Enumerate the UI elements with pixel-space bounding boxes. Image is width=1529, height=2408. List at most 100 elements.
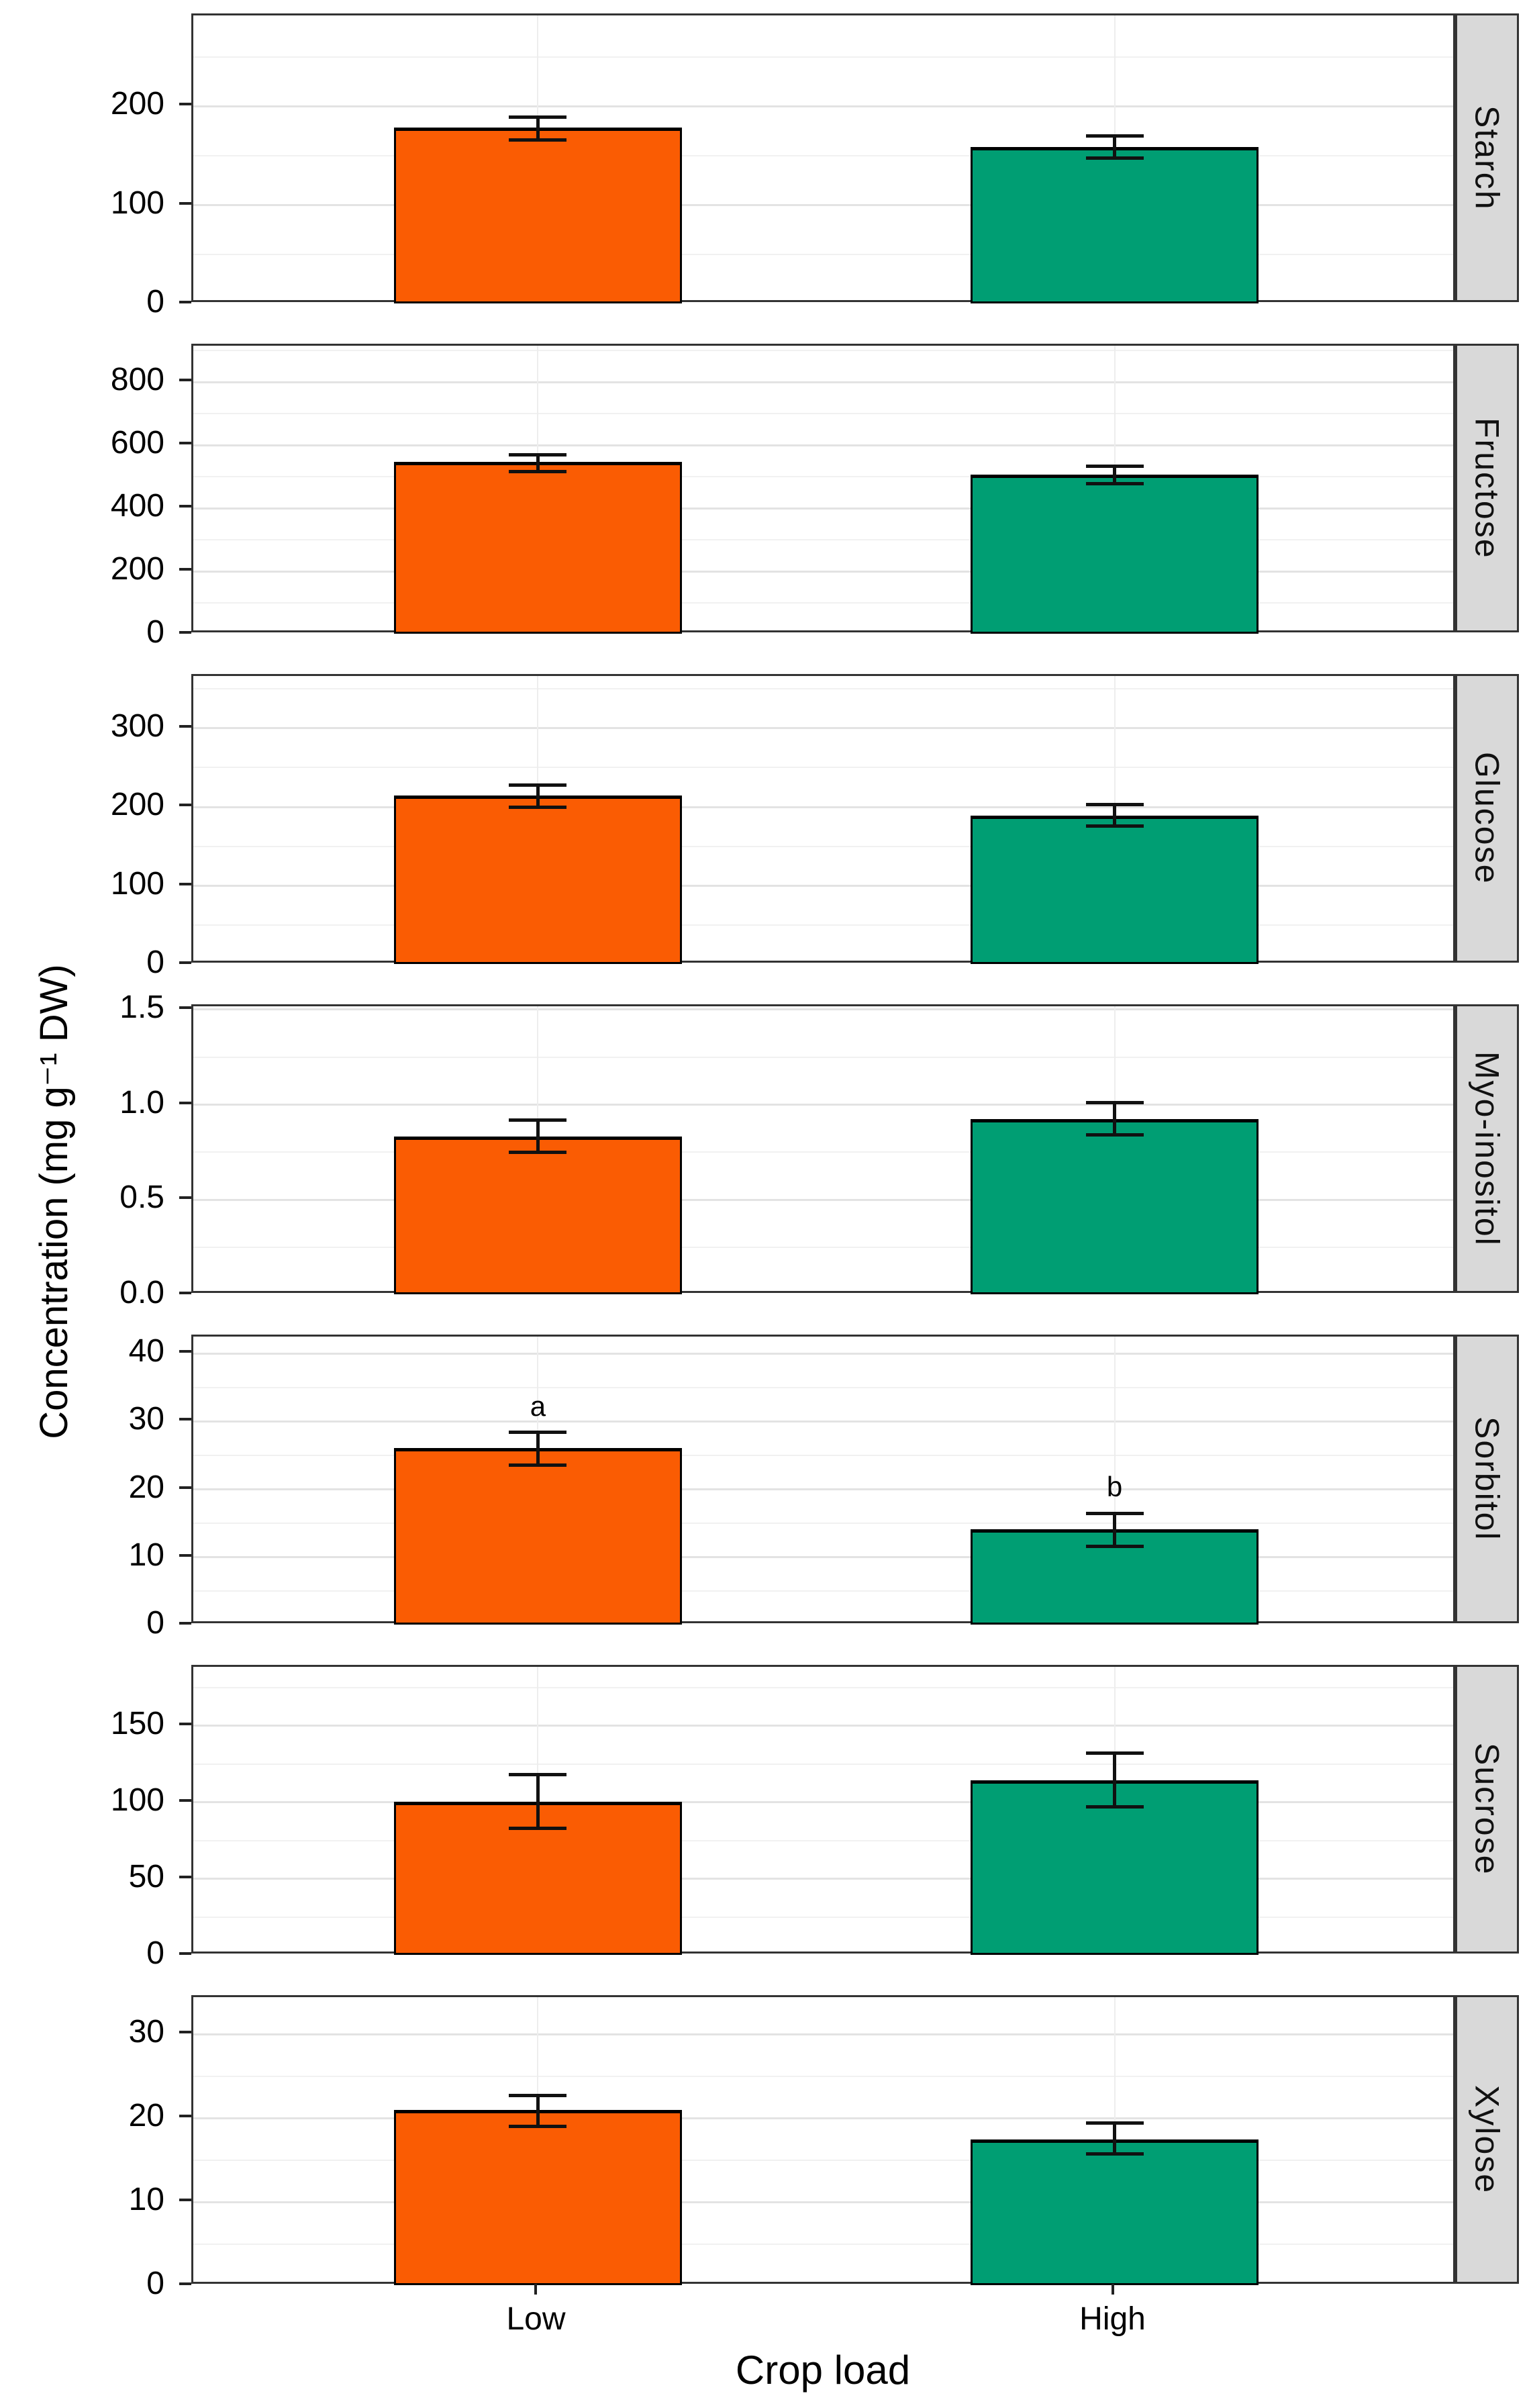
y-tick-mark	[179, 1418, 191, 1421]
bar-low	[394, 1137, 682, 1294]
x-tick-label: Low	[506, 2301, 566, 2337]
facet-panel	[191, 1004, 1455, 1294]
error-bar-cap-bottom	[509, 1150, 567, 1154]
error-bar-cap-bottom	[1085, 1133, 1144, 1137]
bar-high	[971, 475, 1259, 634]
error-bar-cap-top	[509, 2093, 567, 2097]
facet-strip: Xylose	[1455, 1995, 1519, 2284]
error-bar-cap-top	[1085, 1101, 1144, 1105]
major-gridline	[193, 105, 1453, 107]
major-gridline	[193, 885, 1453, 887]
error-bar-line	[536, 117, 540, 140]
major-gridline	[193, 1198, 1453, 1201]
y-tick-mark	[179, 1622, 191, 1625]
error-bar-cap-top	[509, 115, 567, 119]
y-tick-label: 0	[146, 2266, 164, 2301]
y-tick-mark	[179, 1553, 191, 1557]
major-gridline	[193, 1008, 1453, 1011]
major-gridline	[193, 381, 1453, 383]
error-bar-cap-top	[509, 452, 567, 456]
x-tick-label: High	[1079, 2301, 1146, 2337]
y-tick-label: 400	[110, 488, 164, 524]
error-bar-cap-bottom	[509, 470, 567, 474]
error-bar-line	[1113, 1753, 1117, 1807]
facet-strip: Myo-inositol	[1455, 1004, 1519, 1293]
y-tick-label: 10	[128, 2182, 164, 2217]
minor-gridline	[193, 2243, 1453, 2245]
error-bar-line	[1113, 136, 1117, 158]
y-tick-label: 200	[110, 787, 164, 823]
y-tick-mark	[179, 2282, 191, 2285]
y-tick-mark	[179, 804, 191, 807]
y-tick-mark	[179, 1875, 191, 1878]
major-gridline	[193, 1104, 1453, 1106]
y-tick-mark	[179, 2199, 191, 2201]
minor-gridline	[193, 1455, 1453, 1457]
minor-gridline	[193, 2075, 1453, 2077]
error-bar-line	[1113, 1513, 1117, 1547]
y-tick-label: 1.0	[119, 1084, 164, 1120]
y-tick-mark	[179, 301, 191, 303]
minor-gridline	[193, 1151, 1453, 1153]
error-bar-cap-top	[1085, 1751, 1144, 1755]
y-tick-label: 200	[110, 86, 164, 122]
error-bar-line	[1113, 804, 1117, 826]
error-bar-cap-bottom	[1085, 481, 1144, 485]
y-tick-label: 0	[146, 945, 164, 980]
major-gridline	[193, 2117, 1453, 2119]
bar-high	[971, 148, 1259, 303]
y-tick-label: 1.5	[119, 989, 164, 1025]
error-bar-line	[536, 1774, 540, 1829]
facet-strip-label: Glucose	[1468, 752, 1506, 885]
y-tick-mark	[179, 631, 191, 634]
error-bar-cap-bottom	[1085, 2152, 1144, 2156]
y-tick-mark	[179, 961, 191, 964]
error-bar-cap-bottom	[1085, 156, 1144, 160]
error-bar-line	[1113, 2123, 1117, 2154]
error-bar-cap-top	[509, 1773, 567, 1777]
y-tick-label: 0	[146, 1605, 164, 1641]
y-tick-label: 100	[110, 1782, 164, 1818]
y-tick-label: 300	[110, 708, 164, 744]
facet-strip: Sorbitol	[1455, 1335, 1519, 1623]
minor-gridline	[193, 1916, 1453, 1918]
y-tick-mark	[179, 442, 191, 445]
y-tick-label: 100	[110, 185, 164, 221]
error-bar-line	[536, 2095, 540, 2127]
major-gridline	[193, 204, 1453, 207]
minor-gridline	[193, 539, 1453, 541]
y-tick-label: 0	[146, 614, 164, 650]
bar-low	[394, 128, 682, 303]
error-bar-line	[536, 1432, 540, 1465]
error-bar-cap-bottom	[509, 1827, 567, 1831]
y-tick-mark	[179, 103, 191, 106]
minor-gridline	[193, 602, 1453, 604]
y-tick-mark	[179, 724, 191, 728]
error-bar-line	[536, 454, 540, 472]
facet-strip-label: Xylose	[1468, 2084, 1506, 2195]
minor-gridline	[193, 413, 1453, 415]
y-tick-mark	[179, 1006, 191, 1009]
error-bar-cap-top	[509, 783, 567, 787]
facet-strip-label: Fructose	[1468, 417, 1506, 559]
bar-high	[971, 2139, 1259, 2285]
error-bar-cap-bottom	[1085, 1805, 1144, 1809]
minor-gridline	[193, 1523, 1453, 1525]
major-gridline	[193, 1352, 1453, 1355]
facet-strip: Glucose	[1455, 674, 1519, 963]
y-tick-label: 200	[110, 551, 164, 587]
bar-low	[394, 796, 682, 964]
bar-high	[971, 1780, 1259, 1955]
minor-gridline	[193, 845, 1453, 847]
vertical-gridline	[1114, 1337, 1116, 1623]
major-gridline	[193, 1556, 1453, 1559]
major-gridline	[193, 1801, 1453, 1804]
major-gridline	[193, 727, 1453, 730]
significance-letter: a	[530, 1390, 546, 1422]
minor-gridline	[193, 155, 1453, 157]
minor-gridline	[193, 1386, 1453, 1388]
major-gridline	[193, 806, 1453, 808]
error-bar-cap-bottom	[1085, 1545, 1144, 1549]
minor-gridline	[193, 924, 1453, 926]
